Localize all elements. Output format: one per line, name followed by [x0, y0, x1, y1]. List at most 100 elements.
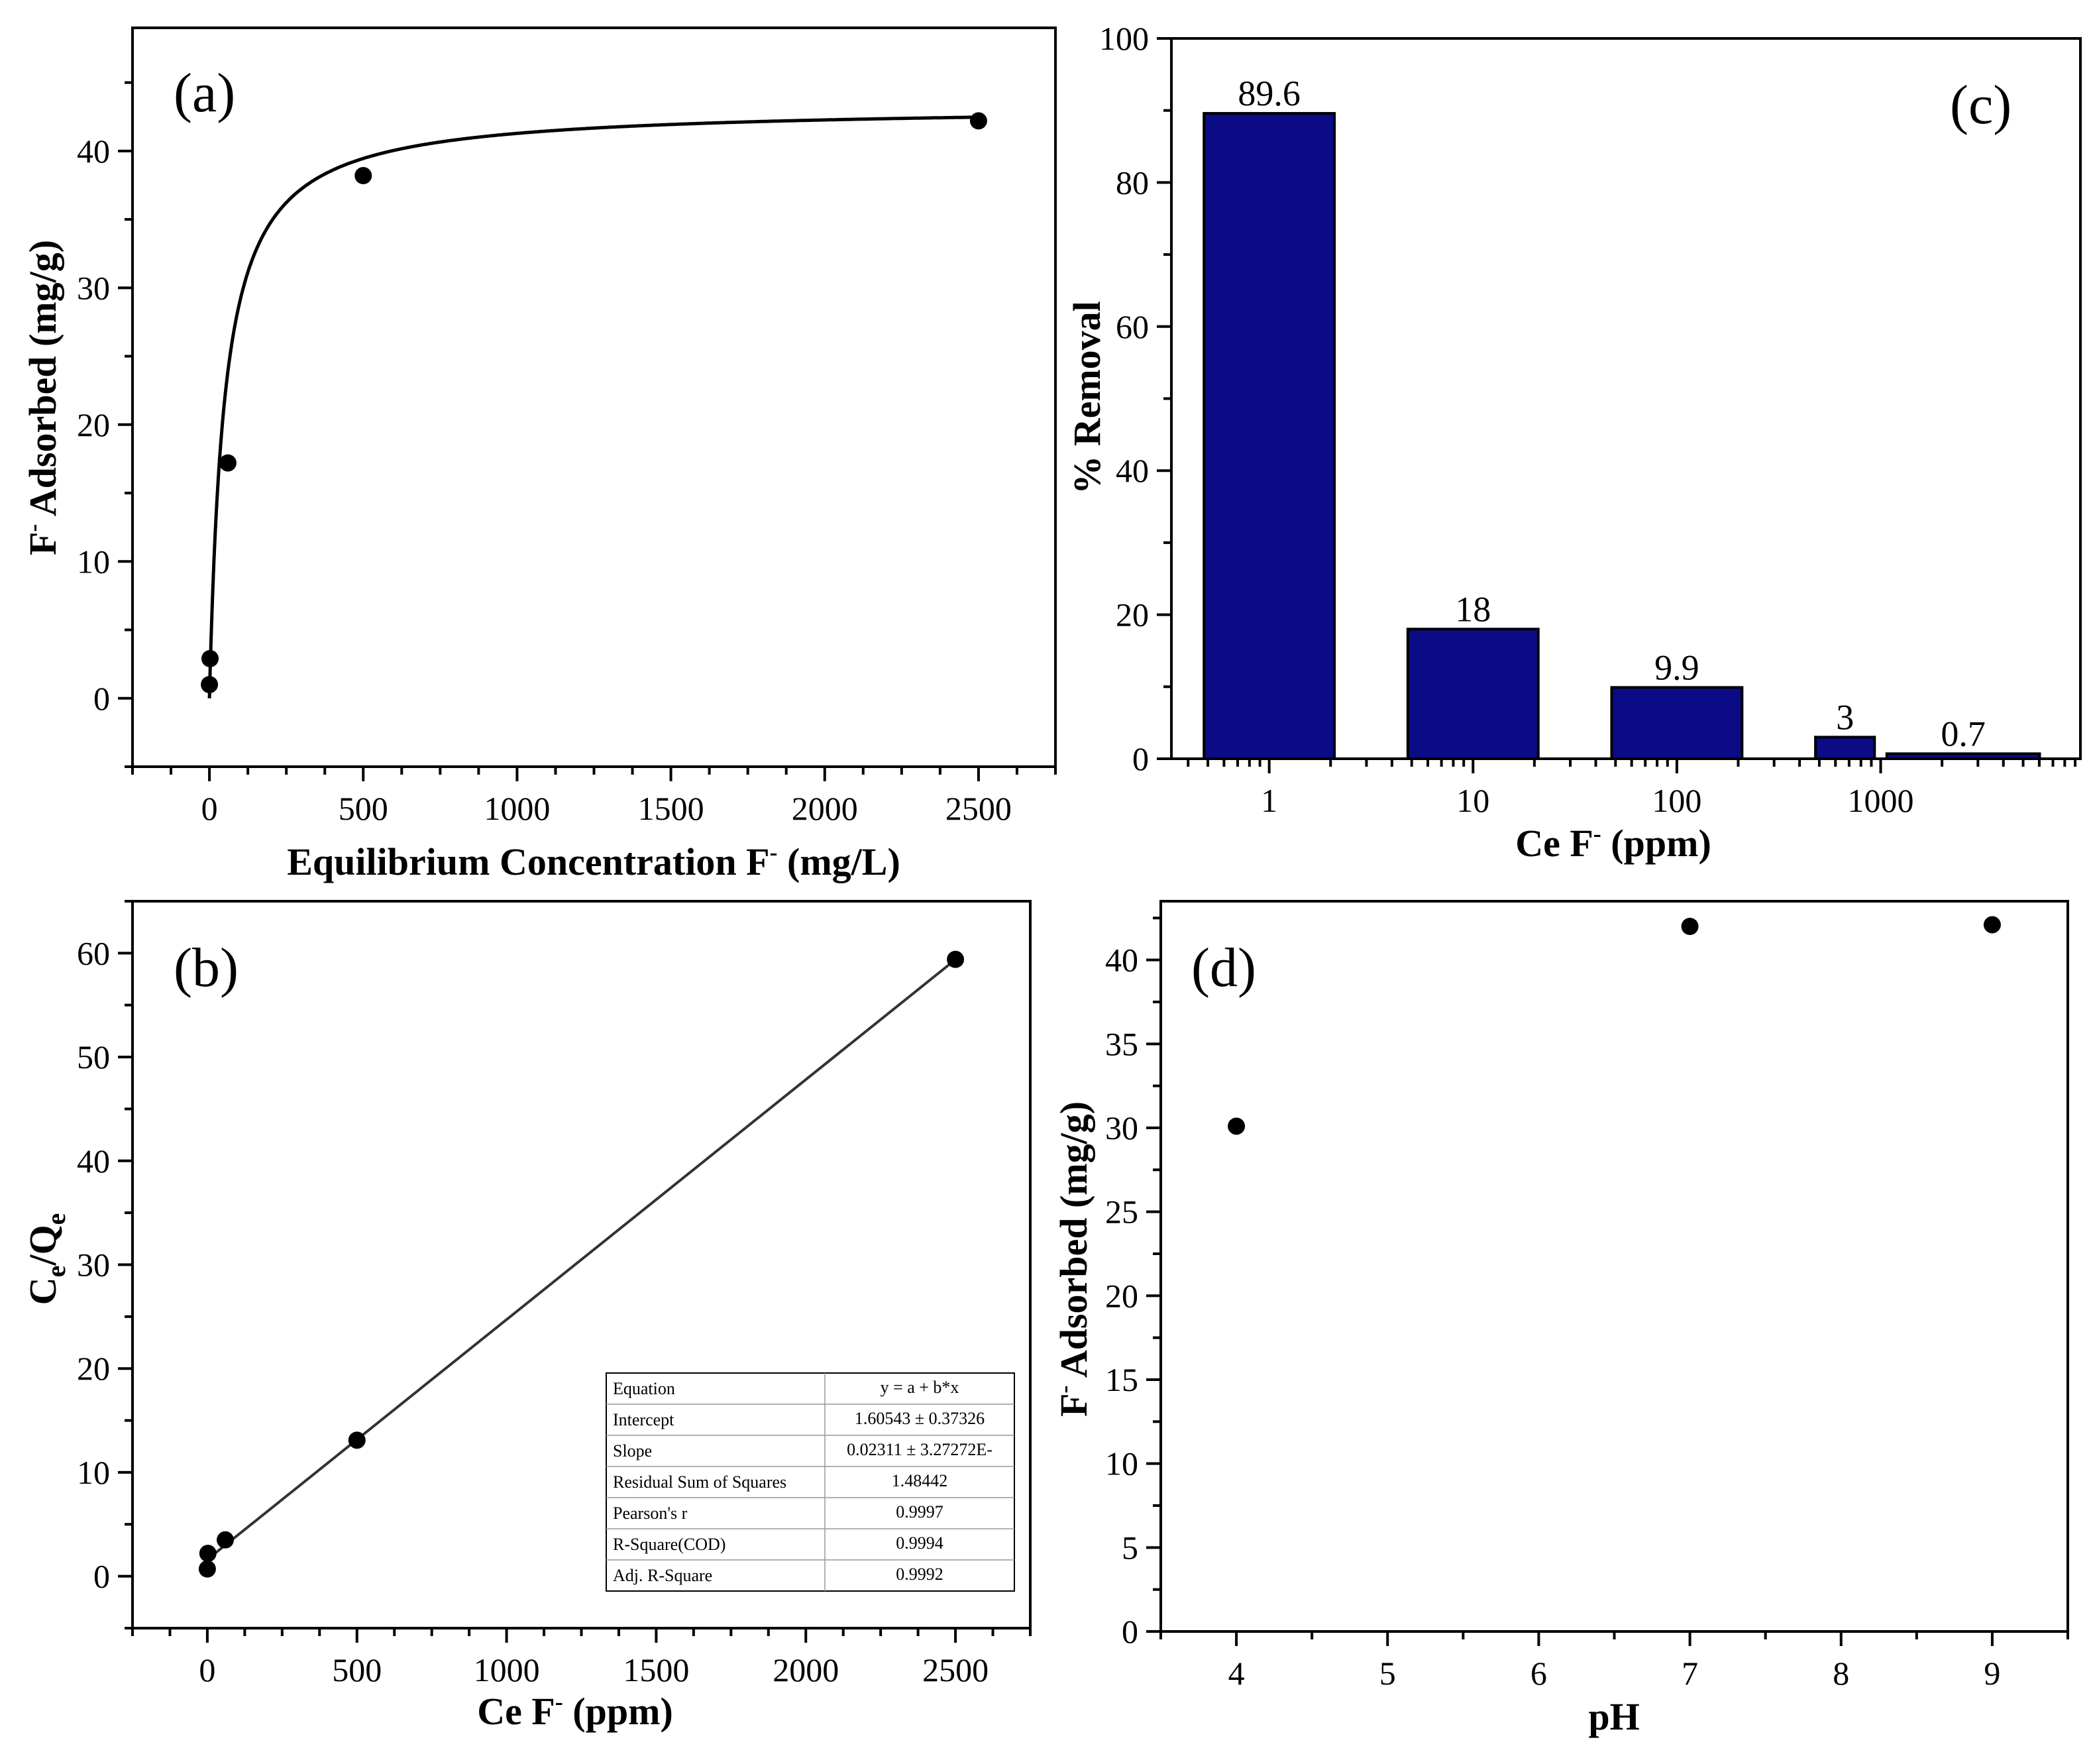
- y-tick-label: 40: [77, 1142, 110, 1180]
- y-tick-label: 50: [77, 1038, 110, 1075]
- panel-d-x-axis-title: pH: [1588, 1695, 1639, 1738]
- data-point: [1983, 916, 2001, 934]
- panel-b-linear-fit-chart: 0 500 1000 1500 2000 2500 0 10 20 30 40 50 60 Equati…: [21, 900, 1032, 1733]
- y-tick-label: 35: [1105, 1025, 1138, 1062]
- table-param-value: 1.60543 ± 0.37326: [855, 1409, 985, 1428]
- table-param-value: 0.02311 ± 3.27272E-: [847, 1440, 993, 1459]
- table-param-value: 1.48442: [892, 1471, 948, 1490]
- bar: [1814, 736, 1876, 761]
- x-tick-label: 1000: [474, 1651, 540, 1688]
- bar: [1203, 112, 1336, 761]
- y-tick-label: 40: [1116, 452, 1149, 489]
- table-param-name: R-Square(COD): [613, 1535, 725, 1554]
- bar-value-label: 18: [1455, 589, 1491, 629]
- x-tick-label: 500: [332, 1651, 382, 1688]
- data-point: [969, 112, 987, 130]
- y-tick-label: 25: [1105, 1193, 1138, 1231]
- data-point: [947, 950, 965, 968]
- data-point: [1681, 918, 1699, 935]
- table-param-value: 0.9992: [896, 1565, 943, 1584]
- bar: [1610, 686, 1744, 760]
- panel-a-x-axis-title: Equilibrium Concentration F- (mg/L): [287, 839, 900, 883]
- table-param-name: Residual Sum of Squares: [613, 1472, 786, 1492]
- y-tick-label: 0: [1122, 1613, 1138, 1650]
- x-tick-label: 100: [1652, 782, 1701, 819]
- x-tick-label: 5: [1379, 1655, 1396, 1692]
- y-tick-label: 30: [77, 1246, 110, 1284]
- x-tick-label: 2000: [792, 790, 858, 827]
- data-point: [354, 167, 372, 184]
- data-point: [198, 1560, 216, 1578]
- y-tick-label: 20: [1105, 1277, 1138, 1314]
- y-tick-label: 40: [77, 133, 110, 170]
- y-tick-label: 0: [93, 680, 110, 717]
- y-tick-label: 20: [77, 406, 110, 443]
- x-tick-label: 6: [1530, 1655, 1547, 1692]
- table-border: [606, 1372, 1015, 1592]
- y-tick-label: 15: [1105, 1361, 1138, 1398]
- data-point: [199, 1545, 217, 1563]
- panel-c-x-axis-title: Ce F- (ppm): [1515, 820, 1711, 865]
- panel-c-label: (c): [1950, 74, 2012, 136]
- y-tick-label: 30: [77, 269, 110, 306]
- x-tick-label: 7: [1682, 1655, 1698, 1692]
- table-param-value: 0.9994: [896, 1533, 943, 1553]
- panel-b-x-axis-title: Ce F- (ppm): [477, 1688, 673, 1733]
- y-tick-label: 30: [1105, 1109, 1138, 1146]
- data-point: [219, 454, 237, 472]
- x-tick-label: 0: [201, 790, 218, 827]
- x-tick-label: 9: [1984, 1655, 2000, 1692]
- x-tick-label: 2500: [922, 1651, 989, 1688]
- y-tick-label: 20: [77, 1350, 110, 1387]
- panel-b-y-axis-title: Ce/Qe: [21, 1213, 71, 1305]
- x-tick-label: 1000: [484, 790, 550, 827]
- data-point: [201, 649, 219, 667]
- data-point: [1228, 1117, 1246, 1135]
- data-point: [348, 1431, 366, 1449]
- y-tick-label: 10: [1105, 1445, 1138, 1482]
- x-tick-label: 0: [199, 1651, 215, 1688]
- table-param-name: Intercept: [613, 1410, 674, 1429]
- bar-value-label: 3: [1836, 697, 1854, 737]
- fit-parameters-table: Equation y = a + b*x Intercept 1.60543 ± 0.…: [606, 1372, 1015, 1592]
- y-tick-label: 80: [1116, 164, 1149, 201]
- y-tick-label: 20: [1116, 596, 1149, 634]
- y-tick-label: 100: [1099, 20, 1149, 57]
- panel-b-label: (b): [174, 937, 239, 999]
- y-tick-label: 40: [1105, 942, 1138, 979]
- data-point: [217, 1531, 235, 1549]
- panel-c-y-axis-title: % Removal: [1065, 301, 1108, 494]
- linear-fit-line: [206, 958, 957, 1561]
- y-tick-label: 0: [1132, 740, 1149, 777]
- x-tick-label: 4: [1228, 1655, 1245, 1692]
- panel-d-label: (d): [1191, 937, 1256, 999]
- bar: [1406, 628, 1540, 761]
- y-tick-label: 60: [77, 934, 110, 971]
- data-point: [201, 676, 219, 694]
- bar-value-label: 89.6: [1238, 74, 1301, 113]
- panel-d-ph-chart: 4 5 6 7 8 9 0 5 10 15 20 25 30 35 40 (d) pH F- Adsorbe…: [1051, 900, 2069, 1738]
- bar-value-label: 9.9: [1654, 647, 1699, 687]
- y-tick-label: 60: [1116, 308, 1149, 345]
- table-param-name: Slope: [613, 1441, 652, 1461]
- panel-d-y-axis-title: F- Adsorbed (mg/g): [1051, 1101, 1095, 1417]
- x-tick-label: 500: [339, 790, 388, 827]
- table-param-name: Adj. R-Square: [613, 1566, 712, 1585]
- table-param-value: 0.9997: [896, 1502, 943, 1521]
- y-tick-label: 10: [77, 1454, 110, 1491]
- x-tick-label: 2500: [945, 790, 1012, 827]
- x-tick-label: 1: [1261, 782, 1277, 819]
- table-param-name: Equation: [613, 1379, 675, 1398]
- y-tick-label: 0: [93, 1558, 110, 1595]
- bar: [1885, 752, 2041, 760]
- x-tick-label: 1500: [638, 790, 704, 827]
- panel-a-y-axis-title: F- Adsorbed (mg/g): [20, 240, 64, 555]
- table-param-value: y = a + b*x: [881, 1378, 959, 1397]
- langmuir-fit-curve: [207, 115, 979, 698]
- x-tick-label: 8: [1833, 1655, 1849, 1692]
- table-param-name: Pearson's r: [613, 1504, 688, 1523]
- y-tick-label: 10: [77, 543, 110, 580]
- x-tick-label: 2000: [773, 1651, 839, 1688]
- x-tick-label: 1000: [1848, 782, 1914, 819]
